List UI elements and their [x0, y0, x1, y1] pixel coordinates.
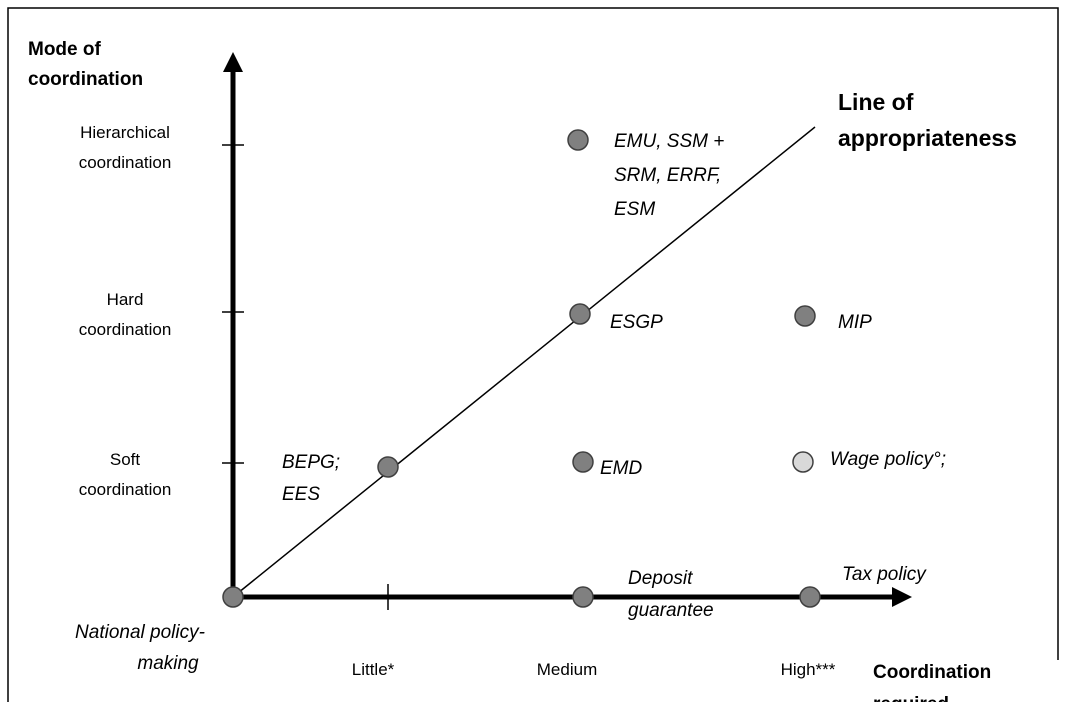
node-label: ESGP	[610, 312, 663, 333]
node-label: EMU, SSM + SRM, ERRF, ESM	[614, 131, 724, 220]
y-level: Hierarchical coordination	[79, 123, 172, 172]
y-level: Soft coordination	[79, 450, 172, 499]
y-level: Hard coordination	[79, 290, 172, 339]
y-axis-title: Mode of coordination	[28, 39, 143, 90]
frame	[7, 7, 1059, 702]
line-label: Line of appropriateness	[838, 89, 1017, 151]
origin-label: National policy-making	[75, 622, 205, 674]
node-label: EMD	[600, 458, 643, 479]
x-level: Little*	[352, 660, 395, 679]
x-level: High***	[781, 660, 836, 679]
x-axis-title: Coordinationrequired	[873, 662, 991, 702]
node-label: Deposit guarantee	[628, 568, 714, 621]
node-label: BEPG; EES	[282, 452, 340, 505]
node-label: MIP	[838, 312, 872, 333]
x-level: Medium	[537, 660, 597, 679]
points	[222, 129, 821, 608]
line-of-appropriateness	[232, 126, 816, 598]
node-label: Tax policy	[842, 564, 927, 585]
node-label: Wage policy°;	[830, 449, 946, 470]
ticks	[222, 144, 389, 610]
